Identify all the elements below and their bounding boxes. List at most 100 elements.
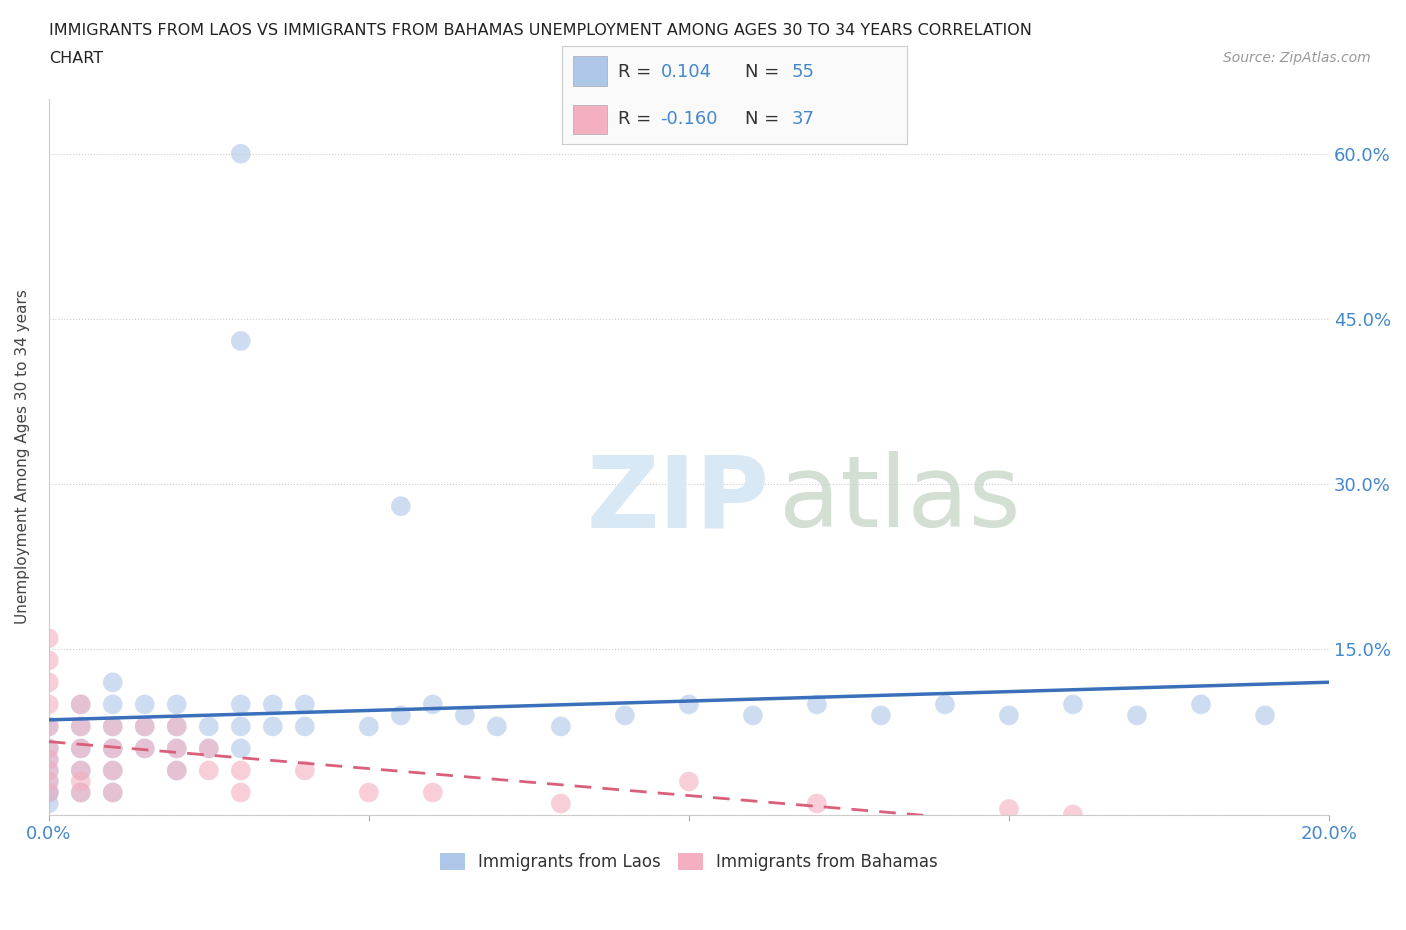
Text: CHART: CHART [49, 51, 103, 66]
Point [101, 785, 124, 800]
Point [38, 719, 60, 734]
Point [38, 752, 60, 767]
Point [69, 719, 91, 734]
Point [69, 774, 91, 789]
Point [166, 719, 188, 734]
Point [38, 719, 60, 734]
Point [1062, 807, 1084, 822]
Point [134, 741, 156, 756]
Point [38, 763, 60, 777]
Point [741, 708, 763, 723]
Point [69, 763, 91, 777]
Point [38, 697, 60, 711]
Point [38, 785, 60, 800]
Point [678, 697, 700, 711]
Point [38, 785, 60, 800]
Point [229, 719, 252, 734]
Point [422, 697, 444, 711]
Legend: Immigrants from Laos, Immigrants from Bahamas: Immigrants from Laos, Immigrants from Ba… [433, 846, 945, 878]
Point [550, 719, 572, 734]
Point [101, 785, 124, 800]
Point [806, 697, 828, 711]
Point [166, 697, 188, 711]
Point [134, 719, 156, 734]
Point [1254, 708, 1277, 723]
Point [998, 802, 1021, 817]
Point [166, 763, 188, 777]
Text: Source: ZipAtlas.com: Source: ZipAtlas.com [1223, 51, 1371, 65]
Text: N =: N = [745, 110, 785, 127]
Point [197, 741, 219, 756]
Text: 37: 37 [792, 110, 814, 127]
Point [38, 675, 60, 690]
Point [69, 741, 91, 756]
Point [38, 774, 60, 789]
Point [197, 719, 219, 734]
Point [294, 719, 316, 734]
Point [134, 697, 156, 711]
Point [166, 719, 188, 734]
Point [998, 708, 1021, 723]
Point [229, 697, 252, 711]
Point [69, 785, 91, 800]
Text: -0.160: -0.160 [661, 110, 718, 127]
Point [101, 719, 124, 734]
Point [38, 653, 60, 668]
Text: N =: N = [745, 63, 785, 81]
Point [166, 741, 188, 756]
Point [101, 741, 124, 756]
Point [101, 763, 124, 777]
Text: atlas: atlas [779, 451, 1021, 548]
Point [262, 719, 284, 734]
Text: R =: R = [617, 63, 657, 81]
Point [294, 763, 316, 777]
Point [101, 697, 124, 711]
Point [1126, 708, 1149, 723]
Point [262, 697, 284, 711]
Point [550, 796, 572, 811]
Point [357, 785, 380, 800]
Point [389, 708, 412, 723]
Point [229, 785, 252, 800]
Point [1062, 697, 1084, 711]
Point [38, 785, 60, 800]
Point [101, 719, 124, 734]
Point [38, 774, 60, 789]
Point [101, 763, 124, 777]
Point [454, 708, 477, 723]
Point [870, 708, 893, 723]
Point [229, 741, 252, 756]
Point [38, 763, 60, 777]
Point [38, 741, 60, 756]
Point [38, 631, 60, 645]
Point [934, 697, 956, 711]
Point [134, 741, 156, 756]
Point [69, 697, 91, 711]
Text: IMMIGRANTS FROM LAOS VS IMMIGRANTS FROM BAHAMAS UNEMPLOYMENT AMONG AGES 30 TO 34: IMMIGRANTS FROM LAOS VS IMMIGRANTS FROM … [49, 23, 1032, 38]
Point [69, 741, 91, 756]
Point [38, 796, 60, 811]
Point [134, 719, 156, 734]
Text: ZIP: ZIP [586, 451, 769, 548]
Point [197, 763, 219, 777]
Point [294, 697, 316, 711]
Text: 55: 55 [792, 63, 814, 81]
Point [166, 763, 188, 777]
Point [101, 741, 124, 756]
Text: R =: R = [617, 110, 657, 127]
Point [166, 741, 188, 756]
Point [69, 763, 91, 777]
Point [69, 719, 91, 734]
Point [422, 785, 444, 800]
Point [1189, 697, 1212, 711]
Point [357, 719, 380, 734]
Point [678, 774, 700, 789]
Point [229, 146, 252, 161]
Point [806, 796, 828, 811]
Point [38, 741, 60, 756]
Point [197, 741, 219, 756]
Point [229, 763, 252, 777]
Point [613, 708, 636, 723]
FancyBboxPatch shape [572, 56, 607, 86]
Point [38, 752, 60, 767]
